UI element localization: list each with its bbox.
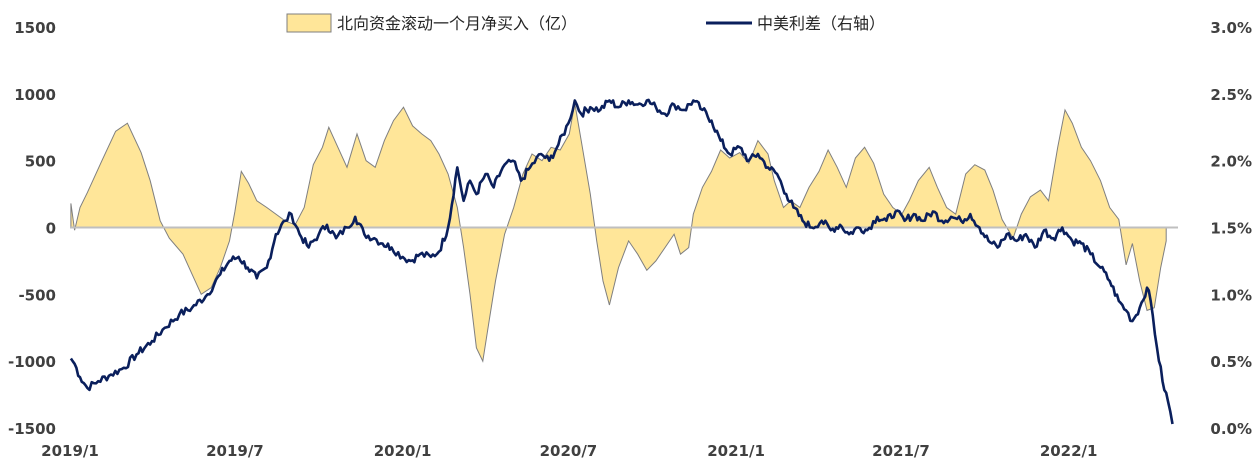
right-tick-label: 0.5% — [1210, 353, 1252, 371]
legend-swatch-area — [286, 13, 332, 33]
x-axis-ticks: 2019/1 2019/7 2020/1 2020/7 2021/1 2021/7 2022… — [41, 442, 1097, 460]
northbound-area — [70, 103, 1167, 363]
left-tick-label: -1500 — [8, 420, 56, 438]
spread-line — [69, 98, 1174, 425]
right-tick-label: 2.5% — [1210, 86, 1252, 104]
left-tick-label: 1000 — [14, 86, 56, 104]
left-tick-label: -1000 — [8, 353, 56, 371]
right-axis-ticks: 3.0% 2.5% 2.0% 1.5% 1.0% 0.5% 0.0% — [1210, 19, 1252, 438]
x-tick-label: 2021/7 — [872, 442, 930, 460]
spread-line-layer — [69, 98, 1174, 425]
left-axis-ticks: 1500 1000 500 0 -500 -1000 -1500 — [8, 19, 56, 438]
x-tick-label: 2022/1 — [1040, 442, 1098, 460]
left-tick-label: 0 — [46, 220, 56, 238]
x-tick-label: 2019/7 — [206, 442, 264, 460]
northbound-area-layer — [70, 103, 1167, 363]
legend-label-area: 北向资金滚动一个月净买入（亿） — [337, 14, 577, 33]
right-tick-label: 1.5% — [1210, 220, 1252, 238]
right-tick-label: 3.0% — [1210, 19, 1252, 37]
right-tick-label: 0.0% — [1210, 420, 1252, 438]
legend-label-line: 中美利差（右轴） — [757, 14, 885, 33]
left-tick-label: 1500 — [14, 19, 56, 37]
x-tick-label: 2021/1 — [707, 442, 765, 460]
x-tick-label: 2020/7 — [540, 442, 598, 460]
left-tick-label: 500 — [25, 153, 56, 171]
x-tick-label: 2020/1 — [374, 442, 432, 460]
right-tick-label: 2.0% — [1210, 153, 1252, 171]
right-tick-label: 1.0% — [1210, 286, 1252, 304]
left-tick-label: -500 — [18, 286, 56, 304]
x-tick-label: 2019/1 — [41, 442, 99, 460]
legend: 北向资金滚动一个月净买入（亿） 中美利差（右轴） — [286, 13, 885, 33]
